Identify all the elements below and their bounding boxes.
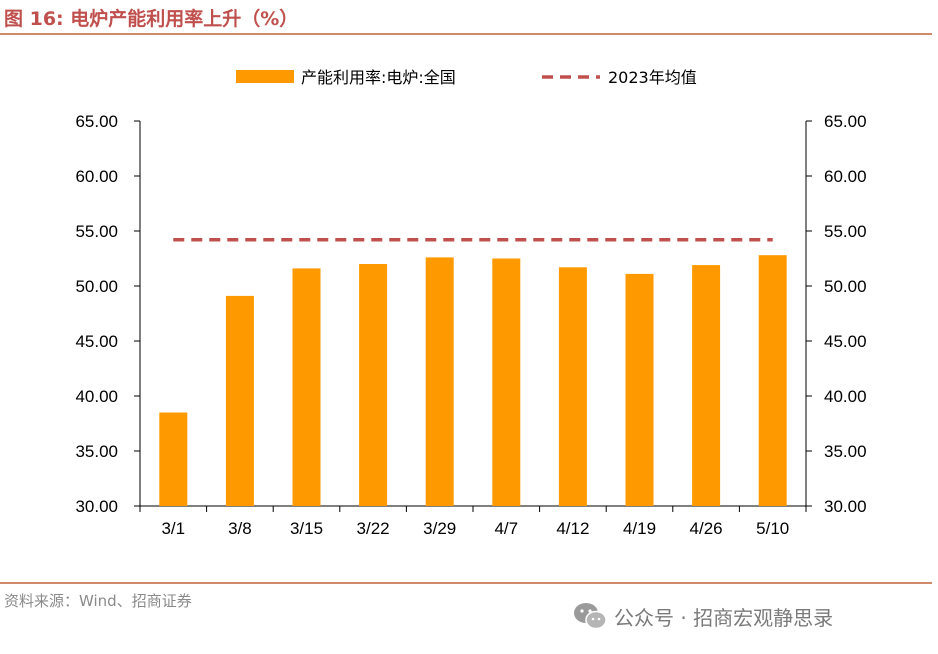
x-tick-label: 4/12 (556, 519, 589, 538)
right-y-tick-label: 30.00 (824, 497, 867, 516)
bottom-rule (0, 582, 932, 584)
x-tick-label: 3/29 (423, 519, 456, 538)
right-y-tick-label: 40.00 (824, 387, 867, 406)
bar (225, 295, 254, 506)
bar-series (159, 255, 787, 506)
right-y-tick-label: 45.00 (824, 332, 867, 351)
x-tick-label: 4/7 (494, 519, 518, 538)
legend-label-bar: 产能利用率:电炉:全国 (301, 68, 456, 87)
legend-swatch-bar (236, 70, 294, 83)
left-y-axis-ticks: 30.00 35.00 40.00 45.00 50.00 55.00 60.00 65.00 (75, 112, 140, 516)
bar (692, 265, 721, 506)
bar (758, 255, 787, 506)
left-y-tick-label: 30.00 (75, 497, 118, 516)
figure-title: 图 16: 电炉产能利用率上升（%） (4, 8, 299, 30)
left-y-tick-label: 65.00 (75, 112, 118, 131)
bar (159, 412, 188, 506)
left-y-tick-label: 50.00 (75, 277, 118, 296)
left-y-tick-label: 40.00 (75, 387, 118, 406)
left-y-tick-label: 45.00 (75, 332, 118, 351)
bar (625, 273, 654, 506)
right-y-tick-label: 65.00 (824, 112, 867, 131)
bar (292, 268, 321, 506)
bar (558, 267, 587, 506)
right-y-tick-label: 35.00 (824, 442, 867, 461)
bar (425, 257, 454, 506)
wechat-icon (574, 603, 607, 630)
right-y-axis-ticks: 30.00 35.00 40.00 45.00 50.00 55.00 60.00 65.00 (806, 112, 867, 516)
right-y-tick-label: 50.00 (824, 277, 867, 296)
bar (359, 264, 388, 506)
legend: 产能利用率:电炉:全国 2023年均值 (236, 68, 697, 87)
right-y-tick-label: 60.00 (824, 167, 867, 186)
x-tick-label: 3/15 (290, 519, 323, 538)
watermark-text: 公众号 · 招商宏观静思录 (614, 605, 834, 630)
legend-label-line: 2023年均值 (608, 68, 697, 87)
x-axis-ticks: 3/1 3/8 3/15 3/22 3/29 4/7 4/12 4/19 4/26 5/10 (139, 506, 807, 538)
x-tick-label: 3/8 (228, 519, 252, 538)
watermark: 公众号 · 招商宏观静思录 (572, 600, 833, 632)
left-y-tick-label: 55.00 (75, 222, 118, 241)
top-rule (0, 33, 932, 35)
x-tick-label: 4/26 (690, 519, 723, 538)
left-y-tick-label: 60.00 (75, 167, 118, 186)
x-tick-label: 5/10 (756, 519, 789, 538)
right-y-tick-label: 55.00 (824, 222, 867, 241)
x-tick-label: 4/19 (623, 519, 656, 538)
bar (492, 258, 521, 506)
left-y-tick-label: 35.00 (75, 442, 118, 461)
x-tick-label: 3/22 (357, 519, 390, 538)
source-note: 资料来源：Wind、招商证券 (4, 592, 192, 610)
bar-chart: 产能利用率:电炉:全国 2023年均值 30.00 35.00 40.00 45.00… (75, 68, 867, 538)
x-tick-label: 3/1 (161, 519, 185, 538)
